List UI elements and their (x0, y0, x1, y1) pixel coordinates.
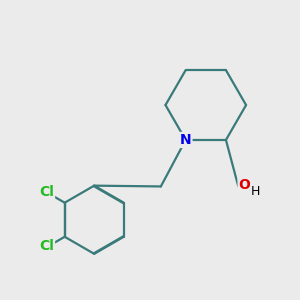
Text: H: H (251, 184, 260, 198)
Text: Cl: Cl (39, 185, 54, 199)
Text: N: N (180, 133, 191, 147)
Text: O: O (238, 178, 250, 192)
Text: Cl: Cl (39, 239, 54, 253)
